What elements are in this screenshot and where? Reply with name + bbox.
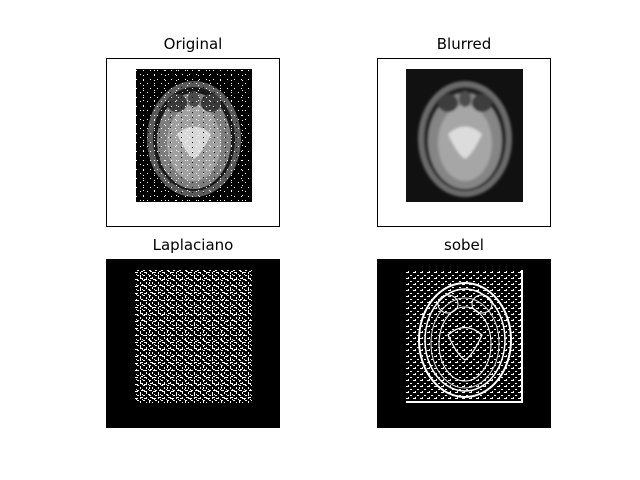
panel-title-sobel: sobel — [444, 236, 484, 254]
laplacian-edge-image — [135, 270, 252, 403]
panel-title-laplaciano: Laplaciano — [152, 236, 234, 254]
blurred-image-panel — [377, 58, 551, 227]
sobel-edge-image — [406, 270, 523, 403]
blurred-mri-image — [406, 69, 523, 202]
original-mri-image — [136, 69, 252, 202]
panel-title-original: Original — [163, 35, 223, 53]
laplacian-image-panel — [106, 259, 280, 428]
original-image-panel — [106, 58, 280, 227]
panel-title-blurred: Blurred — [436, 35, 492, 53]
sobel-image-panel — [377, 259, 551, 428]
